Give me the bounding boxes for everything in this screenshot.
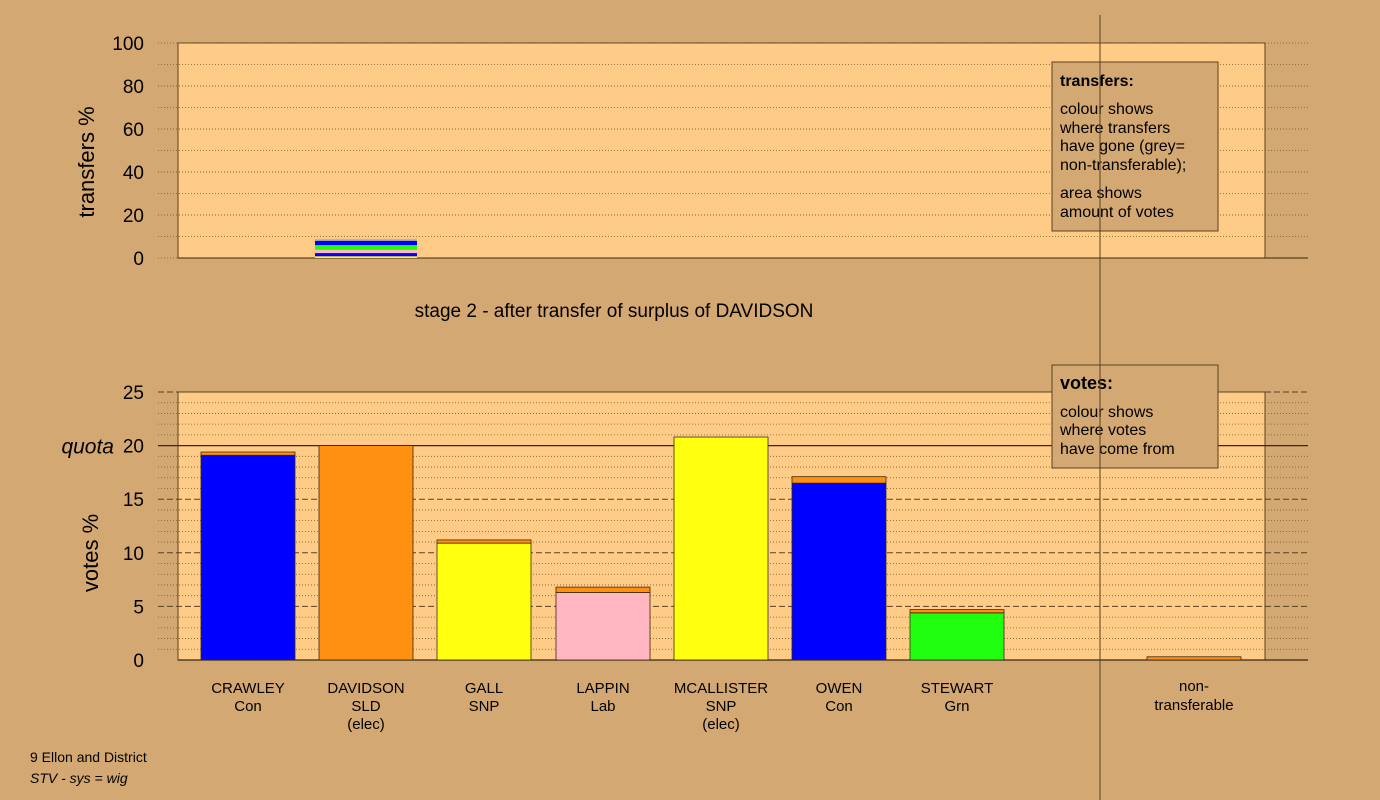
- candidate-name-label: STEWART: [921, 680, 994, 697]
- vote-bar: [555, 586, 651, 661]
- candidate-party-label: SLD: [351, 698, 380, 715]
- vote-bar-segment: [791, 482, 887, 661]
- y-tick-label: 60: [123, 120, 144, 141]
- vote-bar-segment: [318, 445, 414, 661]
- transfer-bar-segment: [315, 253, 417, 257]
- candidate-name-label: LAPPIN: [576, 680, 629, 697]
- y-tick-label: 100: [112, 34, 144, 55]
- candidate-status-label: (elec): [347, 716, 385, 733]
- candidate-party-label: Grn: [944, 698, 969, 715]
- y-tick-label: 20: [123, 437, 144, 458]
- vote-bar: [791, 476, 887, 661]
- y-tick-label: 15: [123, 490, 144, 511]
- transfers-legend-box: [1051, 61, 1219, 232]
- votes-legend-line: where votes: [1059, 422, 1146, 439]
- nontransferable-label: non-: [1179, 678, 1209, 695]
- transfers-legend-line: colour shows: [1060, 101, 1153, 118]
- vote-bar: [318, 445, 414, 661]
- candidate-name-label: GALL: [465, 680, 503, 697]
- y-tick-label: 10: [123, 544, 144, 565]
- vote-bar-segment: [909, 612, 1005, 661]
- vote-bar-segment: [555, 586, 651, 593]
- y-axis-label: transfers %: [74, 106, 99, 217]
- candidate-name-label: CRAWLEY: [211, 680, 285, 697]
- candidate-name-label: DAVIDSON: [327, 680, 404, 697]
- vote-bar-segment: [200, 451, 296, 456]
- y-tick-label: 5: [133, 597, 144, 618]
- vote-bar-segment: [909, 609, 1005, 614]
- vote-bar-segment: [555, 592, 651, 661]
- quota-label: quota: [61, 436, 114, 459]
- votes-legend: votes: colour shows where votes have com…: [1051, 364, 1219, 469]
- y-tick-label: 40: [123, 163, 144, 184]
- transfer-bar-segment: [315, 240, 417, 246]
- transfers-legend: transfers: colour shows where transfers …: [1051, 61, 1219, 232]
- vote-bar-segment: [200, 454, 296, 661]
- vote-bar: [909, 609, 1005, 661]
- transfers-legend-line: where transfers: [1059, 120, 1170, 137]
- votes-legend-line: colour shows: [1060, 404, 1153, 421]
- transfer-bar-segment: [315, 256, 417, 258]
- footer-line-2: STV - sys = wig: [30, 770, 128, 786]
- candidate-party-label: SNP: [706, 698, 737, 715]
- vote-bar-segment: [436, 542, 532, 661]
- y-tick-label: 0: [133, 651, 144, 672]
- vote-bar: [673, 436, 769, 661]
- vote-bar: [1146, 656, 1242, 661]
- y-tick-label: 80: [123, 77, 144, 98]
- votes-legend-title: votes:: [1060, 373, 1113, 393]
- transfer-bar-segment: [315, 249, 417, 254]
- transfer-bar-segment: [315, 245, 417, 250]
- transfers-legend-line: have gone (grey=: [1060, 138, 1185, 155]
- transfer-bar-segment: [315, 239, 417, 241]
- transfers-legend-line: area shows: [1060, 185, 1142, 202]
- y-axis-label: votes %: [78, 514, 103, 592]
- vote-bar-segment: [436, 539, 532, 544]
- transfers-legend-title: transfers:: [1060, 73, 1134, 90]
- candidate-name-label: MCALLISTER: [674, 680, 768, 697]
- nontransferable-label: transferable: [1154, 697, 1233, 714]
- votes-plot: CRAWLEYConDAVIDSONSLD(elec)GALLSNPLAPPIN…: [200, 436, 1242, 733]
- votes-legend-box: [1051, 364, 1219, 469]
- stage-title: stage 2 - after transfer of surplus of D…: [415, 301, 814, 322]
- candidate-name-label: OWEN: [816, 680, 863, 697]
- vote-bar-segment: [673, 436, 769, 661]
- vote-bar-segment: [791, 476, 887, 484]
- votes-legend-line: have come from: [1060, 441, 1175, 458]
- y-tick-label: 20: [123, 206, 144, 227]
- y-tick-label: 25: [123, 383, 144, 404]
- vote-bar: [200, 451, 296, 661]
- candidate-party-label: SNP: [469, 698, 500, 715]
- candidate-status-label: (elec): [702, 716, 740, 733]
- candidate-party-label: Con: [825, 698, 853, 715]
- candidate-party-label: Con: [234, 698, 262, 715]
- footer-line-1: 9 Ellon and District: [30, 749, 147, 765]
- y-tick-label: 0: [133, 249, 144, 270]
- candidate-party-label: Lab: [590, 698, 615, 715]
- transfers-legend-line: non-transferable);: [1060, 157, 1186, 174]
- vote-bar: [436, 539, 532, 661]
- transfers-plot: [315, 239, 417, 258]
- transfers-legend-line: amount of votes: [1060, 204, 1174, 221]
- vote-bar-segment: [1146, 656, 1242, 661]
